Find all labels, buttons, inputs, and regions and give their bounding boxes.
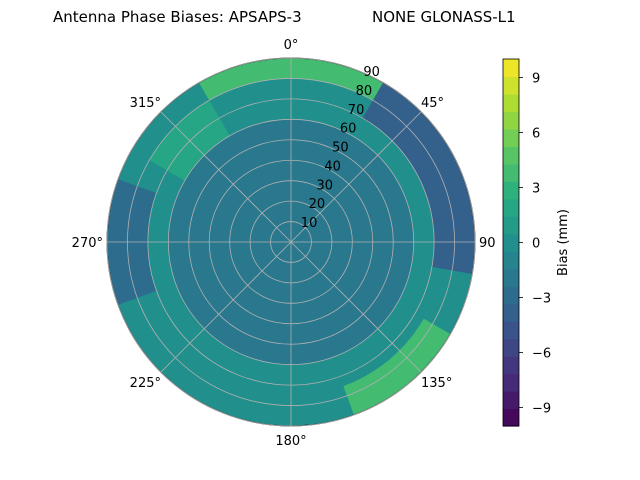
chart-title-right: NONE GLONASS-L1: [372, 8, 516, 26]
polar-grid: [106, 57, 476, 427]
colorbar-segment-17: [503, 111, 519, 130]
colorbar-segment-7: [503, 286, 519, 305]
colorbar-tick-label-3: 0: [532, 237, 540, 252]
colorbar-tick-label-1: −6: [532, 347, 551, 362]
colorbar-segment-18: [503, 93, 519, 113]
radial-tick-label-60: 60: [340, 122, 357, 137]
colorbar-segment-4: [503, 338, 519, 357]
tick-labels: 0° 45° 90 135° 180° 225° 270° 315° 10 20 30 40 50 60 7…: [72, 38, 496, 449]
radial-tick-label-10: 10: [301, 216, 318, 231]
angular-gridline-1: [290, 111, 422, 243]
angular-tick-label-0: 0°: [284, 38, 299, 53]
colorbar-segment-20: [503, 59, 519, 78]
radial-tick-label-40: 40: [324, 159, 341, 174]
colorbar-segment-15: [503, 146, 519, 165]
colorbar-segment-16: [503, 128, 519, 147]
colorbar-tick-label-5: 6: [532, 126, 540, 141]
colorbar-segment-10: [503, 233, 519, 252]
colorbar-tick-label-4: 3: [532, 181, 540, 196]
angular-tick-label-2: 90: [479, 236, 496, 251]
colorbar-segment-12: [503, 198, 519, 217]
angular-gridline-7: [160, 111, 292, 243]
angular-gridline-5: [160, 241, 292, 373]
colorbar-segment-5: [503, 321, 519, 340]
colorbar-tick-label-2: −3: [532, 292, 551, 307]
colorbar-segment-8: [503, 268, 519, 287]
angular-tick-label-4: 180°: [275, 434, 306, 449]
colorbar-segment-2: [503, 373, 519, 392]
colorbar-segment-19: [503, 76, 519, 95]
colorbar-segment-9: [503, 251, 519, 270]
angular-tick-label-5: 225°: [130, 376, 161, 391]
angular-tick-label-1: 45°: [421, 96, 444, 111]
radial-tick-label-50: 50: [332, 141, 349, 156]
colorbar-tick-label-6: 9: [532, 71, 540, 86]
colorbar-segment-14: [503, 163, 519, 182]
colorbar-segment-3: [503, 356, 519, 375]
colorbar-segment-13: [503, 181, 519, 200]
bias-region-3: [362, 82, 475, 274]
colorbar: −9 −6 −3 0 3 6 9 Bias (mm): [502, 58, 571, 427]
colorbar-label: Bias (mm): [556, 209, 571, 276]
angular-tick-label-7: 315°: [130, 96, 161, 111]
radial-tick-label-20: 20: [309, 197, 326, 212]
radial-tick-label-80: 80: [356, 84, 373, 99]
chart-title: Antenna Phase Biases: APSAPS-3 NONE GLON…: [0, 8, 640, 28]
colorbar-segment-11: [503, 216, 519, 235]
angular-tick-label-3: 135°: [421, 376, 452, 391]
radial-tick-label-90: 90: [363, 65, 380, 80]
angular-gridline-3: [290, 241, 422, 373]
colorbar-tick-label-0: −9: [532, 402, 551, 417]
chart-title-left: Antenna Phase Biases: APSAPS-3: [53, 8, 302, 26]
angular-tick-label-6: 270°: [72, 236, 103, 251]
colorbar-segment-6: [503, 303, 519, 322]
bias-region-2: [199, 58, 410, 117]
radial-tick-label-70: 70: [348, 103, 365, 118]
colorbar-segment-1: [503, 391, 519, 410]
radial-tick-label-30: 30: [317, 178, 334, 193]
colorbar-segment-0: [503, 408, 519, 427]
